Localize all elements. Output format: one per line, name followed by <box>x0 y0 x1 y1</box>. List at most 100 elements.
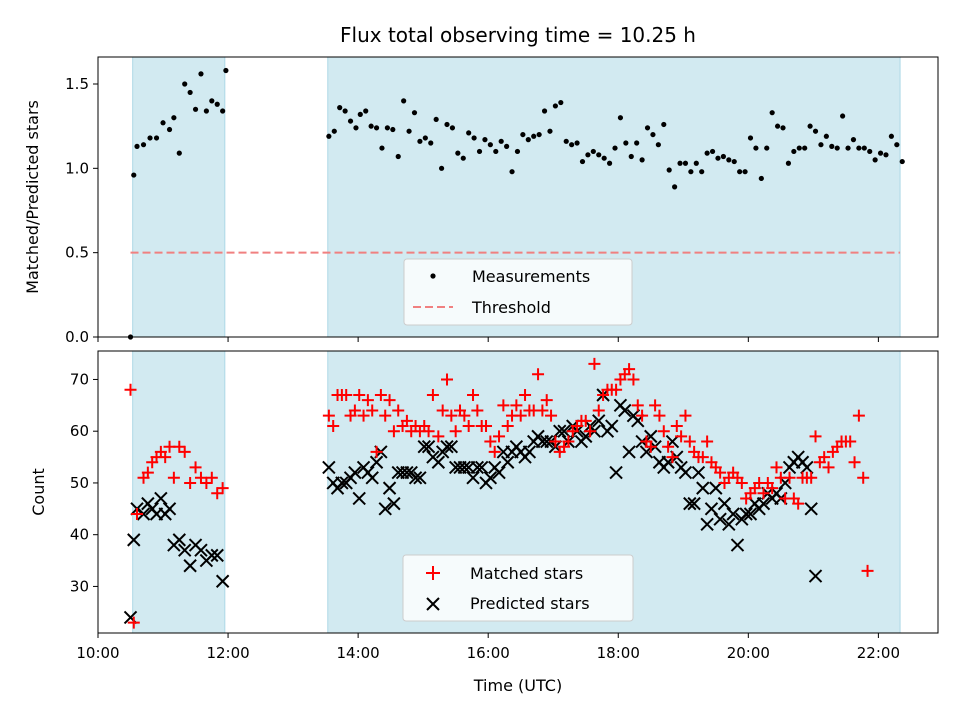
measurement-point <box>726 157 732 163</box>
legend-measurements-label: Measurements <box>472 267 590 286</box>
matched-star-point <box>588 357 601 370</box>
predicted-star-point <box>700 517 714 532</box>
matched-star-point <box>610 383 623 396</box>
x-tick-label: 20:00 <box>727 644 770 662</box>
measurement-point <box>520 131 526 138</box>
measurement-point <box>872 157 878 163</box>
matched-star-point <box>488 445 501 458</box>
measurement-point <box>203 108 209 114</box>
matched-star-point <box>644 440 657 453</box>
predicted-star-point <box>444 440 459 454</box>
measurement-point <box>547 128 553 134</box>
matched-star-point <box>340 388 353 401</box>
measurement-point <box>504 143 510 149</box>
measurement-point <box>131 172 137 178</box>
measurement-point <box>444 121 450 128</box>
measurement-point <box>182 81 188 87</box>
matched-star-point <box>670 420 683 433</box>
measurement-point <box>699 169 705 175</box>
measurement-point <box>449 125 456 131</box>
matched-star-point <box>216 482 229 495</box>
predicted-star-point <box>210 548 224 563</box>
predicted-star-point <box>387 496 401 511</box>
predicted-star-point <box>335 476 349 490</box>
x-tick-label: 16:00 <box>467 644 510 662</box>
measurement-point <box>406 128 412 134</box>
measurement-point <box>134 143 140 149</box>
measurement-point <box>888 133 894 139</box>
predicted-star-point <box>743 507 758 521</box>
measurement-point <box>877 150 884 156</box>
measurement-point <box>861 145 867 151</box>
matched-star-point <box>159 451 172 464</box>
measurement-point <box>688 169 694 175</box>
measurement-point <box>634 140 640 146</box>
measurement-point <box>176 150 182 156</box>
measurement-point <box>840 113 846 119</box>
measurement-point <box>214 101 220 107</box>
measurement-point <box>606 160 613 166</box>
matched-star-point <box>127 616 140 629</box>
measurement-point <box>476 148 483 155</box>
matched-star-point <box>173 440 186 453</box>
predicted-star-point <box>704 502 719 516</box>
measurement-point <box>601 155 607 161</box>
legend-predicted-label: Predicted stars <box>470 594 590 613</box>
matched-star-point <box>379 409 392 422</box>
matched-star-point <box>757 487 770 500</box>
measurement-point <box>823 133 829 139</box>
measurement-point <box>357 111 363 117</box>
measurement-point <box>650 131 656 138</box>
matched-star-point <box>348 404 361 417</box>
bottom-y-axis-label: Count <box>29 468 48 516</box>
measurement-point <box>411 110 418 116</box>
predicted-star-point <box>322 460 336 475</box>
measurement-point <box>455 150 461 156</box>
bottom-y-tick-label: 40 <box>70 526 89 544</box>
legend-threshold-label: Threshold <box>471 298 551 317</box>
predicted-star-point <box>800 460 814 475</box>
predicted-star-point <box>474 460 489 475</box>
matched-star-point <box>549 435 562 448</box>
predicted-star-point <box>382 481 397 495</box>
matched-star-point <box>383 394 396 407</box>
measurement-point <box>655 142 661 148</box>
legend-matched-label: Matched stars <box>470 564 583 583</box>
matched-star-point <box>422 425 435 438</box>
predicted-star-point <box>352 491 366 506</box>
matched-stars-points <box>124 357 874 629</box>
predicted-star-point <box>417 440 431 454</box>
predicted-star-point <box>553 424 567 438</box>
matched-star-point <box>211 487 224 500</box>
measurements-points <box>127 67 905 340</box>
measurement-point <box>596 152 602 158</box>
measurement-point <box>737 169 743 175</box>
matched-star-point <box>783 471 796 484</box>
predicted-star-point <box>492 465 506 480</box>
measurement-point <box>552 103 558 109</box>
matched-star-point <box>449 425 462 438</box>
measurement-point <box>845 145 851 151</box>
matched-star-point <box>683 435 696 448</box>
bottom-legend-box <box>402 554 634 622</box>
matched-star-point <box>178 445 191 458</box>
measurement-point <box>579 158 586 165</box>
measurement-point <box>531 133 537 139</box>
measurement-point <box>438 165 445 171</box>
measurement-point <box>639 157 645 163</box>
measurement-point <box>498 138 504 144</box>
matched-star-point <box>714 466 727 479</box>
measurement-point <box>758 175 764 182</box>
predicted-star-point <box>709 481 723 495</box>
matched-star-point <box>792 497 805 510</box>
predicted-star-point <box>408 471 423 485</box>
matched-star-point <box>124 383 137 396</box>
matched-star-point <box>510 399 523 412</box>
matched-star-point <box>679 409 692 422</box>
matched-star-point <box>480 420 493 433</box>
matched-star-point <box>519 388 532 401</box>
matched-star-point <box>848 456 861 469</box>
predicted-star-point <box>194 543 208 557</box>
predicted-star-point <box>592 414 606 428</box>
measurement-point <box>482 137 488 143</box>
